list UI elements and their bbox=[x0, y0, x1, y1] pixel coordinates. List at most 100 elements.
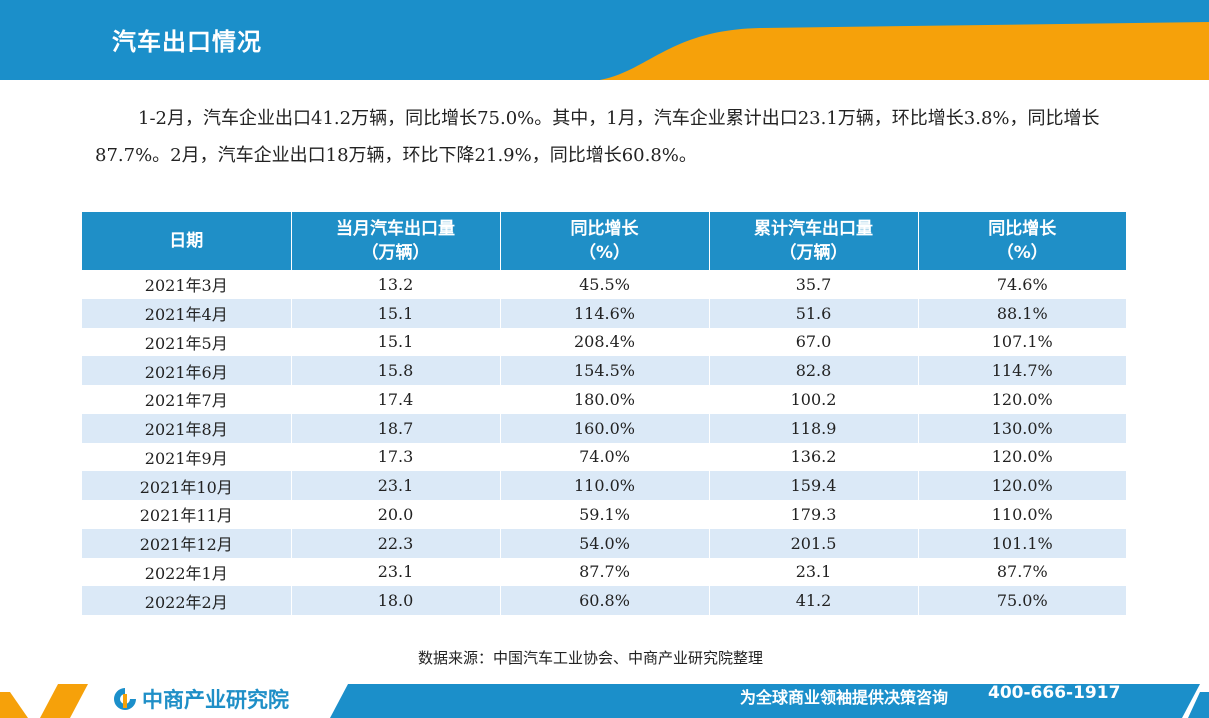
zhongshang-logo-icon bbox=[114, 688, 136, 710]
table-row: 2022年1月 23.1 87.7% 23.1 87.7% bbox=[82, 557, 1126, 587]
intro-paragraph: 1-2月，汽车企业出口41.2万辆，同比增长75.0%。其中，1月，汽车企业累计… bbox=[95, 108, 1100, 166]
cell-monthly-export: 15.8 bbox=[291, 356, 501, 385]
cell-cumulative-yoy: 114.7% bbox=[918, 356, 1126, 385]
export-table: 日期 当月汽车出口量 （万辆） 同比增长 （%） 累计汽车出口量 （万辆） 同比… bbox=[82, 212, 1126, 615]
cell-cumulative-export: 67.0 bbox=[709, 327, 919, 357]
cell-monthly-export: 13.2 bbox=[291, 270, 501, 299]
header-label: 同比增长 bbox=[988, 219, 1057, 239]
table-row: 2021年3月 13.2 45.5% 35.7 74.6% bbox=[82, 270, 1126, 299]
cell-cumulative-yoy: 107.1% bbox=[918, 327, 1126, 357]
table-row: 2021年8月 18.7 160.0% 118.9 130.0% bbox=[82, 413, 1126, 443]
cell-monthly-export: 15.1 bbox=[291, 298, 501, 328]
cell-cumulative-yoy: 110.0% bbox=[918, 500, 1126, 529]
header-cumulative-yoy: 同比增长 （%） bbox=[918, 212, 1126, 270]
table-header-row: 日期 当月汽车出口量 （万辆） 同比增长 （%） 累计汽车出口量 （万辆） 同比… bbox=[82, 212, 1126, 270]
cell-cumulative-yoy: 120.0% bbox=[918, 471, 1126, 500]
cell-monthly-yoy: 87.7% bbox=[500, 557, 710, 587]
header-monthly-export: 当月汽车出口量 （万辆） bbox=[291, 212, 501, 270]
header-unit: （%） bbox=[996, 243, 1048, 263]
header-label: 当月汽车出口量 bbox=[336, 219, 455, 239]
table-row: 2021年5月 15.1 208.4% 67.0 107.1% bbox=[82, 327, 1126, 357]
footer-band bbox=[0, 680, 1209, 718]
cell-monthly-yoy: 110.0% bbox=[500, 471, 710, 500]
cell-cumulative-export: 136.2 bbox=[709, 442, 919, 472]
cell-cumulative-export: 82.8 bbox=[709, 356, 919, 385]
header-label: 累计汽车出口量 bbox=[754, 219, 873, 239]
table-row: 2021年7月 17.4 180.0% 100.2 120.0% bbox=[82, 385, 1126, 414]
header-unit: （%） bbox=[578, 243, 631, 263]
cell-monthly-export: 18.7 bbox=[291, 413, 501, 443]
cell-monthly-yoy: 208.4% bbox=[500, 327, 710, 357]
cell-monthly-export: 18.0 bbox=[291, 586, 501, 615]
header-date: 日期 bbox=[82, 212, 292, 270]
cell-date: 2021年3月 bbox=[82, 270, 292, 299]
footer-background bbox=[0, 684, 1209, 718]
table-row: 2021年4月 15.1 114.6% 51.6 88.1% bbox=[82, 298, 1126, 328]
cell-cumulative-yoy: 88.1% bbox=[918, 298, 1126, 328]
header-banner: 汽车出口情况 bbox=[0, 0, 1209, 80]
footer-phone: 400-666-1917 bbox=[988, 683, 1121, 703]
cell-cumulative-yoy: 120.0% bbox=[918, 385, 1126, 414]
cell-date: 2021年6月 bbox=[82, 356, 292, 385]
footer-slogan: 为全球商业领袖提供决策咨询 bbox=[740, 688, 949, 707]
cell-cumulative-export: 179.3 bbox=[709, 500, 919, 529]
cell-cumulative-export: 159.4 bbox=[709, 471, 919, 500]
footer-logo: 中商产业研究院 bbox=[112, 684, 289, 714]
cell-cumulative-yoy: 120.0% bbox=[918, 442, 1126, 472]
cell-monthly-yoy: 114.6% bbox=[500, 298, 710, 328]
header-label: 同比增长 bbox=[570, 219, 639, 239]
cell-date: 2021年11月 bbox=[82, 500, 292, 529]
cell-cumulative-yoy: 130.0% bbox=[918, 413, 1126, 443]
cell-cumulative-export: 51.6 bbox=[709, 298, 919, 328]
header-background bbox=[0, 0, 1209, 80]
header-unit: （万辆） bbox=[779, 243, 848, 263]
cell-date: 2021年8月 bbox=[82, 413, 292, 443]
cell-cumulative-export: 23.1 bbox=[709, 557, 919, 587]
table-row: 2021年6月 15.8 154.5% 82.8 114.7% bbox=[82, 356, 1126, 385]
cell-monthly-yoy: 45.5% bbox=[500, 270, 710, 299]
cell-monthly-export: 17.3 bbox=[291, 442, 501, 472]
cell-monthly-export: 15.1 bbox=[291, 327, 501, 357]
header-monthly-yoy: 同比增长 （%） bbox=[500, 212, 710, 270]
cell-cumulative-yoy: 74.6% bbox=[918, 270, 1126, 299]
cell-cumulative-export: 201.5 bbox=[709, 528, 919, 558]
cell-monthly-yoy: 160.0% bbox=[500, 413, 710, 443]
cell-date: 2022年1月 bbox=[82, 557, 292, 587]
source-note: 数据来源：中国汽车工业协会、中商产业研究院整理 bbox=[418, 649, 764, 667]
header-label: 日期 bbox=[169, 231, 204, 251]
cell-cumulative-export: 35.7 bbox=[709, 270, 919, 299]
cell-date: 2022年2月 bbox=[82, 586, 292, 615]
table-row: 2021年10月 23.1 110.0% 159.4 120.0% bbox=[82, 471, 1126, 500]
cell-cumulative-export: 41.2 bbox=[709, 586, 919, 615]
cell-monthly-yoy: 154.5% bbox=[500, 356, 710, 385]
cell-cumulative-yoy: 101.1% bbox=[918, 528, 1126, 558]
cell-cumulative-export: 118.9 bbox=[709, 413, 919, 443]
cell-date: 2021年5月 bbox=[82, 327, 292, 357]
data-table: 日期 当月汽车出口量 （万辆） 同比增长 （%） 累计汽车出口量 （万辆） 同比… bbox=[82, 212, 1126, 615]
footer-logo-text: 中商产业研究院 bbox=[142, 688, 289, 712]
header-cumulative-export: 累计汽车出口量 （万辆） bbox=[709, 212, 919, 270]
cell-monthly-yoy: 74.0% bbox=[500, 442, 710, 472]
header-unit: （万辆） bbox=[361, 243, 430, 263]
table-row: 2021年9月 17.3 74.0% 136.2 120.0% bbox=[82, 442, 1126, 472]
cell-monthly-export: 17.4 bbox=[291, 385, 501, 414]
cell-monthly-yoy: 54.0% bbox=[500, 528, 710, 558]
cell-monthly-export: 23.1 bbox=[291, 471, 501, 500]
page-title: 汽车出口情况 bbox=[112, 28, 262, 56]
cell-cumulative-yoy: 75.0% bbox=[918, 586, 1126, 615]
cell-monthly-yoy: 59.1% bbox=[500, 500, 710, 529]
cell-date: 2021年12月 bbox=[82, 528, 292, 558]
cell-monthly-yoy: 60.8% bbox=[500, 586, 710, 615]
cell-date: 2021年7月 bbox=[82, 385, 292, 414]
cell-date: 2021年10月 bbox=[82, 471, 292, 500]
cell-date: 2021年4月 bbox=[82, 298, 292, 328]
cell-monthly-export: 20.0 bbox=[291, 500, 501, 529]
cell-monthly-export: 23.1 bbox=[291, 557, 501, 587]
table-row: 2021年12月 22.3 54.0% 201.5 101.1% bbox=[82, 528, 1126, 558]
cell-monthly-export: 22.3 bbox=[291, 528, 501, 558]
cell-monthly-yoy: 180.0% bbox=[500, 385, 710, 414]
table-row: 2022年2月 18.0 60.8% 41.2 75.0% bbox=[82, 586, 1126, 615]
cell-cumulative-yoy: 87.7% bbox=[918, 557, 1126, 587]
cell-cumulative-export: 100.2 bbox=[709, 385, 919, 414]
table-row: 2021年11月 20.0 59.1% 179.3 110.0% bbox=[82, 500, 1126, 529]
